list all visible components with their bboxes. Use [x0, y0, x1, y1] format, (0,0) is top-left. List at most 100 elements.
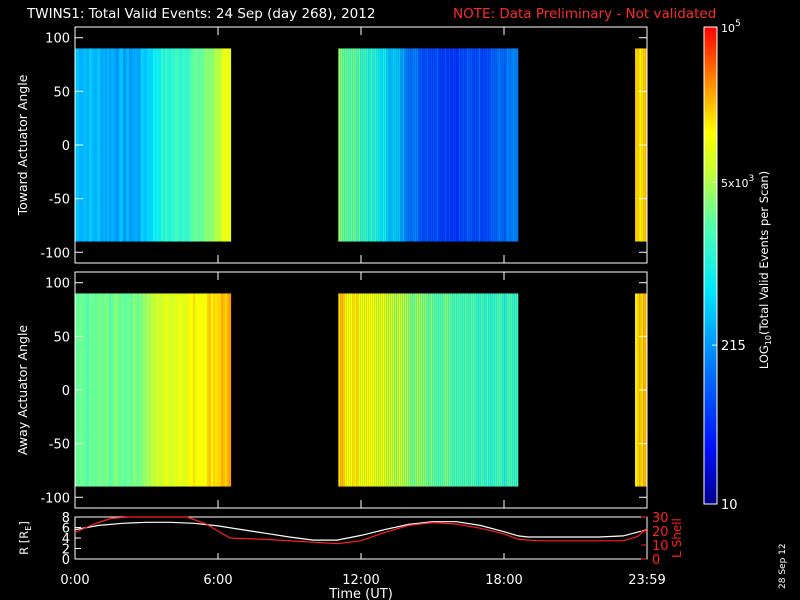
heatmap-cell — [149, 293, 151, 487]
heatmap-cell — [211, 293, 213, 487]
y-tick-label: -50 — [49, 193, 70, 208]
heatmap-cell — [201, 293, 203, 487]
heatmap-cell — [169, 48, 171, 242]
heatmap-cell — [145, 48, 147, 242]
heatmap-cell — [408, 293, 411, 487]
heatmap-cell — [410, 48, 413, 242]
heatmap-cell — [89, 48, 91, 242]
heatmap-cell — [153, 48, 155, 242]
heatmap-cell — [91, 48, 93, 242]
ylabel-left-main: R [R — [17, 531, 31, 555]
heatmap-cell — [637, 48, 640, 242]
heatmap-cell — [125, 48, 127, 242]
heatmap-cell — [137, 48, 139, 242]
heatmap-cell — [446, 48, 449, 242]
heatmap-cell — [113, 48, 115, 242]
heatmap-cell — [195, 48, 197, 242]
heatmap-cell — [155, 293, 157, 487]
heatmap-cell — [488, 293, 491, 487]
heatmap-cell — [121, 48, 123, 242]
heatmap-cell — [508, 48, 511, 242]
heatmap-cell — [470, 48, 473, 242]
heatmap-cell — [486, 48, 489, 242]
heatmap-cell — [167, 48, 169, 242]
preliminary-note: NOTE: Data Preliminary - Not validated — [453, 6, 717, 22]
colorbar-tick-label: 105 — [721, 19, 741, 35]
heatmap-cell — [354, 48, 357, 242]
heatmap-cell — [107, 48, 109, 242]
heatmap-cell — [448, 48, 451, 242]
heatmap-cell — [452, 293, 455, 487]
heatmap-cell — [460, 293, 463, 487]
heatmap-cell — [207, 48, 209, 242]
colorbar-label-main: LOG — [757, 345, 771, 369]
heatmap-cell — [83, 293, 85, 487]
heatmap-cell — [227, 293, 229, 487]
heatmap-cell — [462, 48, 465, 242]
heatmap-cell — [637, 293, 640, 487]
heatmap-cell — [466, 293, 469, 487]
heatmap-cell — [183, 48, 185, 242]
heatmap-cell — [97, 293, 99, 487]
heatmap-cell — [165, 293, 167, 487]
heatmap-cell — [374, 293, 377, 487]
heatmap-cell — [424, 48, 427, 242]
heatmap-cell — [492, 48, 495, 242]
heatmap-cell — [436, 48, 439, 242]
heatmap-cell — [123, 293, 125, 487]
heatmap-cell — [103, 293, 105, 487]
heatmap-cell — [131, 293, 133, 487]
heatmap-cell — [93, 48, 95, 242]
heatmap-cell — [396, 48, 399, 242]
heatmap-cell — [512, 293, 515, 487]
heatmap-cell — [139, 48, 141, 242]
heatmap-cell — [490, 48, 493, 242]
heatmap-cell — [508, 293, 511, 487]
heatmap-cell — [191, 293, 193, 487]
heatmap-cell — [396, 293, 399, 487]
heatmap-cell — [444, 48, 447, 242]
heatmap-cell — [516, 293, 519, 487]
heatmap-cell — [131, 48, 133, 242]
heatmap-cell — [498, 48, 501, 242]
heatmap-cell — [496, 293, 499, 487]
heatmap-cell — [209, 293, 211, 487]
heatmap-cell — [490, 293, 493, 487]
heatmap-cell — [392, 293, 395, 487]
heatmap-cell — [478, 293, 481, 487]
heatmap-cell — [380, 48, 383, 242]
heatmap-cell — [436, 293, 439, 487]
y-tick-label: 50 — [53, 85, 70, 100]
heatmap-cell — [416, 293, 419, 487]
heatmap-cell — [145, 293, 147, 487]
heatmap-cell — [370, 48, 373, 242]
y-tick-label-left: 6 — [62, 522, 70, 537]
heatmap-cell — [466, 48, 469, 242]
heatmap-cell — [340, 48, 343, 242]
heatmap-cell — [412, 293, 415, 487]
y-axis-label-right: L Shell — [670, 518, 684, 558]
heatmap-cell — [135, 293, 137, 487]
heatmap-cell — [165, 48, 167, 242]
heatmap-cell — [472, 293, 475, 487]
x-axis-label: Time (UT) — [328, 587, 393, 600]
heatmap-cell — [151, 48, 153, 242]
heatmap-cell — [195, 293, 197, 487]
heatmap-cell — [348, 48, 351, 242]
heatmap-cell — [340, 293, 343, 487]
heatmap-cell — [480, 293, 483, 487]
heatmap-cell — [482, 293, 485, 487]
colorbar-label-sub: 10 — [764, 335, 773, 345]
heatmap-cell — [498, 293, 501, 487]
heatmap-cell — [450, 48, 453, 242]
heatmap-cell — [103, 48, 105, 242]
heatmap-cell — [153, 293, 155, 487]
heatmap-cell — [442, 293, 445, 487]
y-tick-label: -50 — [49, 438, 70, 453]
colorbar-tick-mantissa: 5x — [721, 177, 735, 190]
heatmap-cell — [510, 48, 513, 242]
heatmap-cell — [143, 293, 145, 487]
colorbar-tick-label: 215 — [721, 339, 746, 354]
heatmap-cell — [101, 293, 103, 487]
heatmap-cell — [484, 48, 487, 242]
